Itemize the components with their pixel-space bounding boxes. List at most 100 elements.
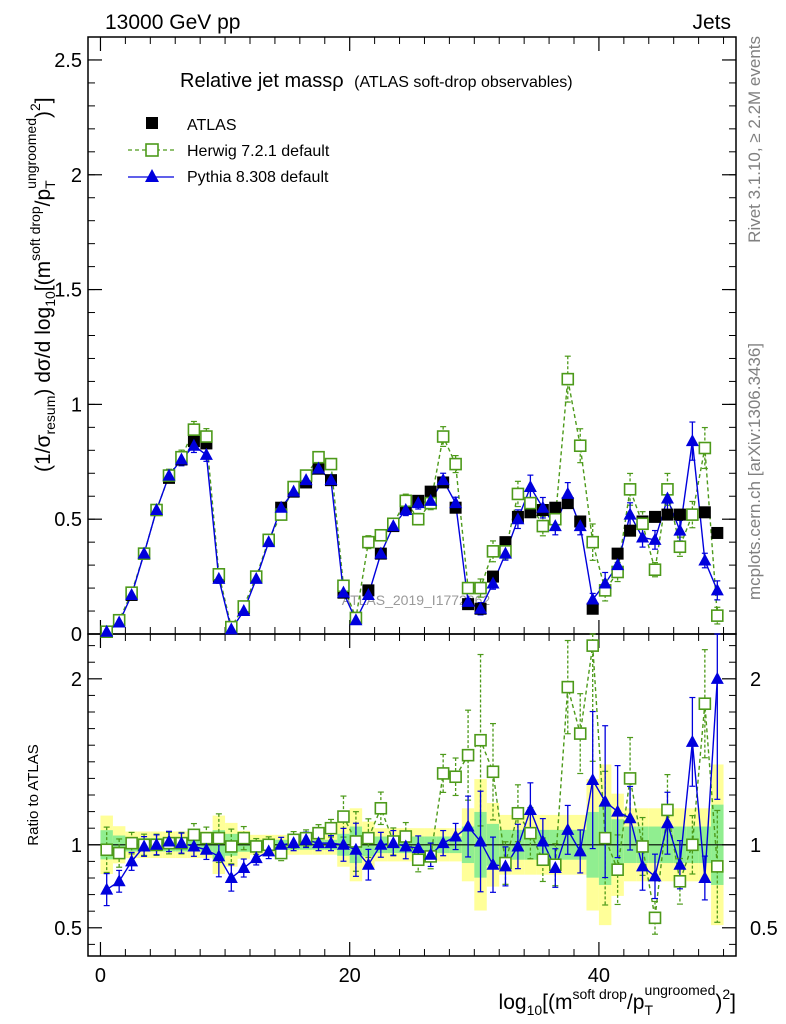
herwig-ratio-point [686,838,699,852]
pythia-ratio-point [548,861,562,874]
pythia-ratio-point [336,837,350,850]
pythia-ratio-point [125,854,139,867]
pythia-ratio-point [598,794,612,807]
atlas-point [698,506,711,519]
pythia-point [287,484,301,497]
herwig-point [636,517,649,531]
herwig-ratio-point [200,831,213,845]
chart-title-sub: (ATLAS soft-drop observables) [354,74,572,91]
pythia-ratio-point [137,839,151,852]
xtick-label: 40 [588,965,610,987]
herwig-ratio-point [636,840,649,853]
herwig-ratio-point [648,911,662,925]
pythia-point [685,434,699,447]
herwig-ratio-point [586,639,599,652]
axes: 00.511.522.50.5 0.51 12 20 20 40 [54,37,778,987]
herwig-ratio-point [100,843,113,857]
pythia-ratio-point [586,773,600,786]
herwig-ratio-point [225,840,238,853]
herwig-ratio-point [337,810,350,823]
pythia-point [474,601,488,614]
pythia-ratio-point [461,819,475,832]
ytick-label-right: 0.5 [750,918,778,940]
lower-panel-frame [87,633,737,957]
herwig-point [686,508,699,521]
pythia-point [660,491,674,504]
pythia-ratio-point [349,842,363,855]
pythia-point [511,512,525,525]
atlas-point [424,485,437,498]
pythia-point [411,496,425,509]
herwig-point [623,483,637,496]
herwig-point [698,441,712,455]
pythia-ratio-point [498,859,512,872]
atlas-point [711,526,724,539]
lower-series [100,633,724,935]
pythia-ratio-point [710,671,724,684]
pythia-point [125,587,139,600]
pythia-ratio-point [436,836,450,849]
pythia-point [561,486,575,499]
herwig-ratio-point [511,806,525,820]
pythia-ratio-point [573,844,587,857]
rivet-label: Rivet 3.1.10, ≥ 2.2M events [745,36,764,243]
herwig-point [411,512,425,526]
pythia-point [436,473,450,486]
herwig-point [324,457,338,471]
herwig-ratio-point [237,831,251,845]
upper-ylabel: (1/σresum) dσ/d log10[(msoft drop/pTungr… [23,97,58,472]
pythia-point [498,546,512,559]
herwig-ratio-point [573,727,587,740]
pythia-point [137,546,151,559]
herwig-point [187,423,201,436]
pythia-ratio-point [424,847,438,860]
pythia-ratio-point [324,836,338,849]
herwig-ratio-point [561,680,575,694]
herwig-ratio-point [374,801,388,815]
atlas-point [673,508,686,521]
herwig-point [561,372,575,386]
pythia-ratio-point [312,836,326,849]
ytick-label: 2 [71,165,82,187]
ylabel-part-b-sub: 10 [42,291,58,307]
pythia-point [573,519,587,532]
herwig-point [200,430,213,443]
xlabel-part-a-sub: 10 [527,1002,543,1018]
xlabel-part-a: log [499,991,527,1014]
chart-title: Relative jet massρ (ATLAS soft-drop obse… [180,70,573,92]
xlabel-part-c: /p [627,991,645,1014]
ytick-label: 0.5 [54,918,82,940]
ylabel-part-c-sup: soft drop [27,206,43,261]
herwig-ratio-point [661,803,674,817]
pythia-point [100,624,114,637]
pythia-point [249,571,263,584]
legend: ATLAS Herwig 7.2.1 default Pythia 8.308 … [128,117,330,186]
pythia-point [162,468,176,481]
pythia-ratio-point [287,836,301,849]
atlas-point [649,510,661,523]
pythia-point [349,613,363,626]
ylabel-part-d-sub: T [42,180,58,189]
pythia-point [461,594,475,607]
pythia-ratio-point [187,839,201,852]
pythia-ratio-point [386,836,400,849]
atlas-point [611,547,624,560]
pythia-ratio-point [685,734,699,747]
herwig-point [312,450,325,464]
pythia-point [536,500,550,513]
xlabel-part-e: ] [730,991,736,1014]
pythia-ratio-point [673,857,687,870]
herwig-ratio-point [461,748,475,762]
ytick-label: 1 [71,835,82,857]
pythia-ratio-point [511,839,525,852]
legend-herwig-marker [145,143,159,157]
pythia-point [174,452,188,465]
ylabel-part-d-sup: ungroomed [23,118,39,189]
pythia-ratio-point [474,834,488,847]
herwig-ratio-point [711,860,724,873]
pythia-ratio-point [523,802,537,815]
herwig-ratio-point [611,863,624,876]
pythia-ratio-point [274,837,288,850]
pythia-ratio-point [361,857,375,870]
herwig-ratio-point [411,853,425,867]
